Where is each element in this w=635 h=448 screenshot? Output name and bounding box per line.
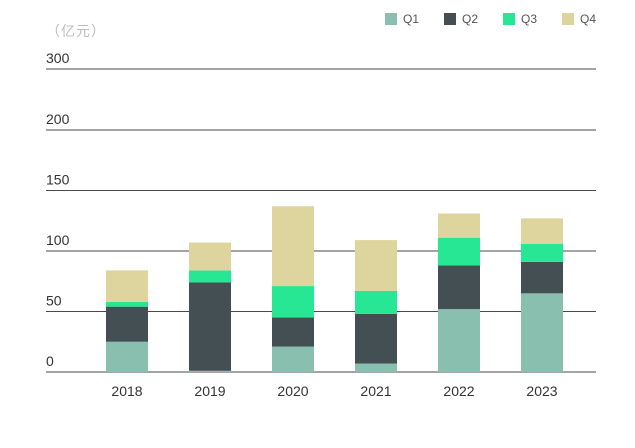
bar-2019-q4 (189, 242, 231, 271)
legend-item-q2: Q2 (444, 12, 503, 26)
bar-2019-q2 (189, 282, 231, 371)
x-tick-label-2018: 2018 (111, 383, 142, 399)
bar-2018-q4 (106, 270, 148, 302)
bar-2021-q2 (355, 313, 397, 364)
x-tick-label-2022: 2022 (443, 383, 474, 399)
bar-2021-q3 (355, 290, 397, 314)
bar-2022-q1 (438, 309, 480, 372)
bar-2023-q4 (521, 218, 563, 244)
bar-2019-q3 (189, 270, 231, 283)
bar-2021-q4 (355, 240, 397, 291)
unit-label: （亿元） (46, 23, 106, 39)
bar-2022-q4 (438, 213, 480, 238)
legend-swatch-q4 (562, 13, 574, 25)
bar-2022-q2 (438, 265, 480, 310)
legend-label-q4: Q4 (580, 12, 597, 26)
legend: Q1 Q2 Q3 Q4 (385, 12, 621, 26)
legend-swatch-q3 (503, 13, 515, 25)
legend-item-q3: Q3 (503, 12, 562, 26)
y-tick-label-300: 300 (46, 50, 70, 66)
legend-label-q1: Q1 (403, 12, 420, 26)
legend-swatch-q2 (444, 13, 456, 25)
legend-label-q2: Q2 (462, 12, 479, 26)
y-tick-label-150: 150 (46, 172, 70, 188)
bar-2021-q1 (355, 363, 397, 372)
bar-2020-q2 (272, 317, 314, 347)
legend-swatch-q1 (385, 13, 397, 25)
x-tick-label-2019: 2019 (194, 383, 225, 399)
bar-2020-q1 (272, 346, 314, 372)
bar-2023-q1 (521, 293, 563, 372)
bar-2018-q2 (106, 306, 148, 342)
legend-item-q1: Q1 (385, 12, 444, 26)
bar-2023-q3 (521, 243, 563, 262)
bar-2019-q1 (189, 370, 231, 372)
y-tick-label-0: 0 (46, 353, 54, 369)
y-tick-label-50: 50 (46, 293, 62, 309)
bar-2018-q3 (106, 301, 148, 307)
bar-2023-q2 (521, 261, 563, 294)
x-tick-label-2021: 2021 (360, 383, 391, 399)
y-tick-label-100: 100 (46, 232, 70, 248)
x-tick-label-2020: 2020 (277, 383, 308, 399)
bar-2018-q1 (106, 341, 148, 372)
bar-2020-q3 (272, 286, 314, 318)
x-tick-label-2023: 2023 (526, 383, 557, 399)
legend-item-q4: Q4 (562, 12, 621, 26)
bar-2022-q3 (438, 237, 480, 266)
legend-label-q3: Q3 (521, 12, 538, 26)
y-tick-label-200: 200 (46, 111, 70, 127)
bar-2020-q4 (272, 206, 314, 287)
